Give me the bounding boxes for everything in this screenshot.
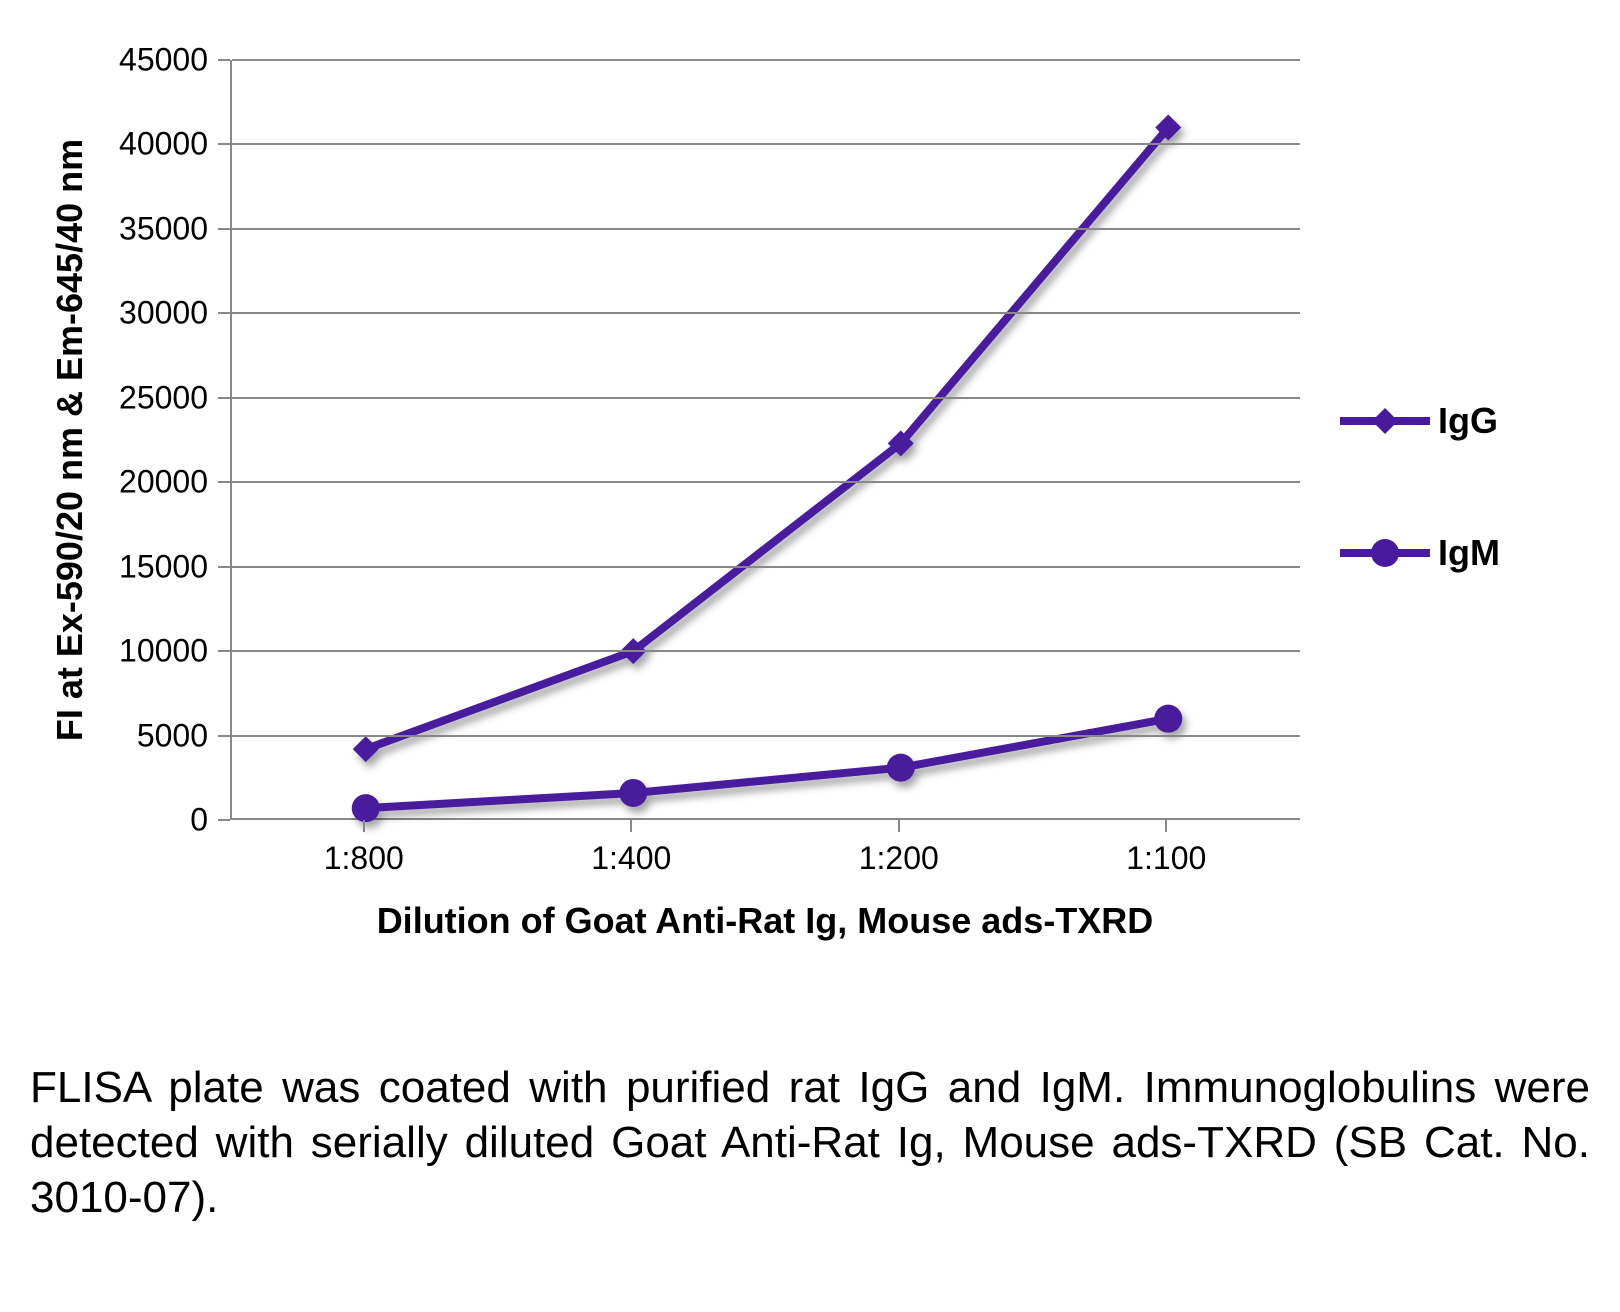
gridline [232, 481, 1300, 483]
caption-text: FLISA plate was coated with purified rat… [30, 1060, 1590, 1225]
x-tick-mark [898, 820, 900, 832]
y-tick-mark [218, 59, 230, 61]
x-tick-mark [630, 820, 632, 832]
gridline [232, 397, 1300, 399]
y-tick-label: 40000 [30, 126, 208, 163]
y-tick-mark [218, 566, 230, 568]
gridline [232, 143, 1300, 145]
y-tick-label: 20000 [30, 464, 208, 501]
y-tick-mark [218, 312, 230, 314]
gridline [232, 312, 1300, 314]
chart-svg [232, 60, 1302, 820]
legend-label: IgG [1438, 400, 1498, 442]
x-axis-title: Dilution of Goat Anti-Rat Ig, Mouse ads-… [230, 900, 1300, 942]
y-tick-label: 5000 [30, 717, 208, 754]
series-igg [353, 115, 1182, 763]
y-tick-mark [218, 143, 230, 145]
x-tick-label: 1:100 [1126, 840, 1206, 877]
y-tick-mark [218, 650, 230, 652]
legend: IgG IgM [1340, 400, 1500, 664]
y-tick-mark [218, 481, 230, 483]
y-tick-label: 30000 [30, 295, 208, 332]
x-tick-mark [1165, 820, 1167, 832]
gridline [232, 735, 1300, 737]
y-tick-mark [218, 228, 230, 230]
y-tick-label: 0 [30, 802, 208, 839]
y-tick-label: 15000 [30, 548, 208, 585]
y-tick-mark [218, 735, 230, 737]
gridline [232, 228, 1300, 230]
x-tick-label: 1:800 [324, 840, 404, 877]
gridline [232, 650, 1300, 652]
plot-area [230, 60, 1300, 820]
y-tick-label: 35000 [30, 210, 208, 247]
legend-line [1340, 550, 1430, 556]
x-tick-label: 1:400 [591, 840, 671, 877]
x-tick-label: 1:200 [859, 840, 939, 877]
chart-container: FI at Ex-590/20 nm & Em-645/40 nm Diluti… [30, 30, 1590, 1030]
y-tick-mark [218, 397, 230, 399]
y-tick-label: 10000 [30, 633, 208, 670]
legend-item-igm: IgM [1340, 532, 1500, 574]
y-tick-label: 45000 [30, 42, 208, 79]
gridline [232, 566, 1300, 568]
y-tick-label: 25000 [30, 379, 208, 416]
legend-label: IgM [1438, 532, 1500, 574]
legend-item-igg: IgG [1340, 400, 1500, 442]
y-tick-mark [218, 819, 230, 821]
legend-line [1340, 418, 1430, 424]
x-tick-mark [363, 820, 365, 832]
series-igm [352, 705, 1183, 823]
gridline [232, 59, 1300, 61]
